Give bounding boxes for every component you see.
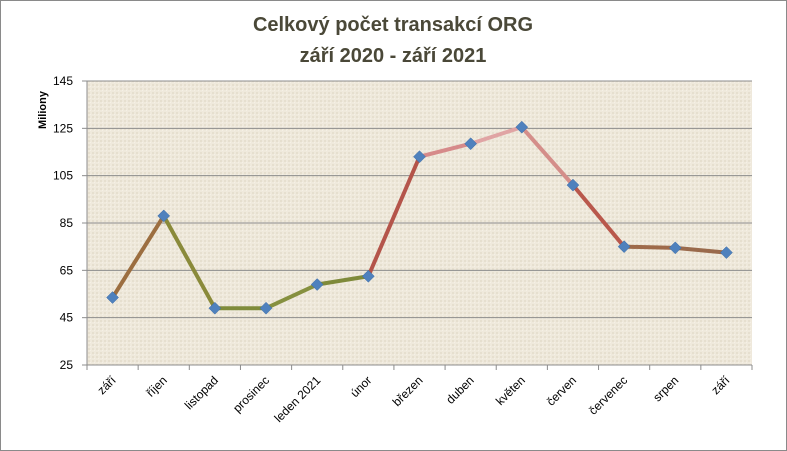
chart-subtitle: září 2020 - září 2021	[300, 45, 487, 67]
y-axis-label: Miliony	[37, 90, 49, 129]
y-tick-label: 105	[53, 169, 73, 183]
marker	[157, 209, 171, 223]
y-tick-label: 125	[53, 121, 73, 135]
y-tick-label: 25	[60, 358, 74, 372]
line-segment	[673, 245, 729, 255]
line-segment	[110, 213, 166, 300]
marker	[515, 120, 529, 134]
chart-title: Celkový počet transakcí ORG	[253, 14, 533, 36]
marker	[720, 246, 733, 259]
marker	[361, 269, 375, 283]
line-segment	[570, 183, 627, 249]
marker	[259, 301, 273, 315]
line-segment	[161, 213, 217, 311]
marker	[310, 278, 324, 291]
y-tick-label: 65	[60, 263, 74, 277]
marker	[464, 137, 478, 151]
y-tick-label: 85	[60, 216, 74, 230]
marker	[106, 291, 119, 304]
line-segment	[366, 154, 422, 279]
marker	[617, 240, 631, 254]
marker	[208, 301, 222, 315]
line-segment	[622, 244, 678, 250]
line-segment	[264, 282, 320, 311]
line-segment	[468, 125, 524, 146]
y-tick-label: 145	[53, 74, 73, 88]
line-segment	[417, 141, 473, 159]
marker	[413, 150, 426, 164]
line-segment	[519, 125, 575, 188]
line-segment	[315, 274, 371, 287]
marker	[668, 241, 682, 255]
marker	[566, 178, 580, 192]
y-tick-label: 45	[60, 311, 74, 325]
